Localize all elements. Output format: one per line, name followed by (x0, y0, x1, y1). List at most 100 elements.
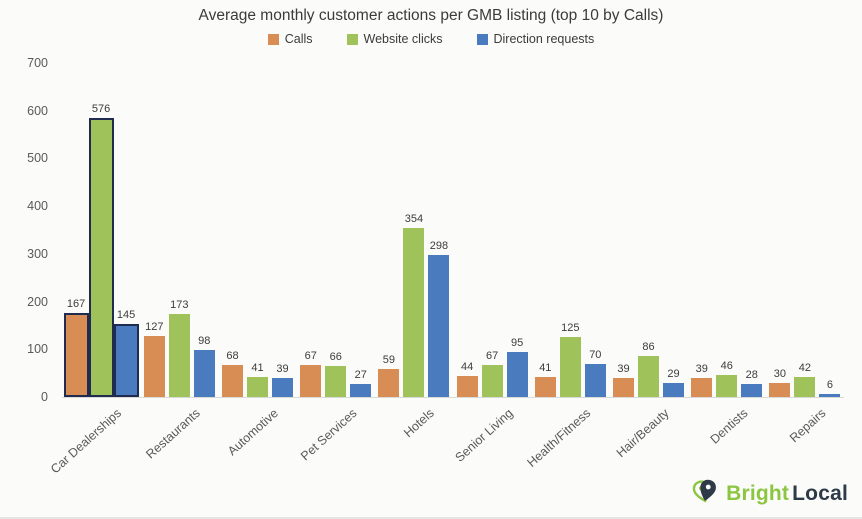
bar (350, 384, 372, 397)
bar (584, 363, 606, 397)
x-tick-label: Dentists (707, 406, 751, 447)
bar (143, 336, 165, 397)
bar-group: 68 41 39 (218, 63, 296, 397)
bar-wrap: 46 (716, 63, 738, 397)
bar-wrap: 59 (378, 63, 400, 397)
y-tick-label: 200 (27, 294, 48, 309)
bar-value-label: 46 (720, 360, 733, 373)
bar (456, 376, 478, 397)
bar-wrap: 173 (168, 63, 190, 397)
bar-wrap: 67 (481, 63, 503, 397)
bar-wrap: 167 (63, 63, 89, 397)
logo-text-bright: Bright (726, 481, 790, 505)
bar-value-label: 41 (251, 362, 264, 375)
legend-swatch-icon (267, 33, 279, 45)
bar-wrap: 95 (506, 63, 528, 397)
bar (638, 355, 660, 397)
x-cell: Senior Living (452, 398, 531, 483)
bar-value-label: 27 (354, 369, 367, 382)
bar-value-label: 145 (116, 308, 136, 321)
y-tick-label: 100 (27, 342, 48, 357)
x-axis-labels: Car Dealerships Restaurants Automotive Pet … (49, 398, 844, 483)
bar-wrap: 29 (663, 63, 685, 397)
bar-value-label: 39 (695, 363, 708, 376)
bar (193, 350, 215, 397)
bar (663, 383, 685, 397)
bar-wrap: 98 (193, 63, 215, 397)
bar (506, 351, 528, 397)
bar-group: 39 46 28 (688, 63, 766, 397)
y-tick-label: 300 (27, 246, 48, 261)
bar-value-label: 39 (276, 363, 289, 376)
bar-value-label: 95 (510, 336, 524, 349)
y-tick-label: 700 (27, 56, 48, 70)
bar (222, 364, 243, 397)
y-tick-label: 400 (27, 199, 48, 214)
bar (378, 368, 400, 397)
bar-value-label: 127 (145, 321, 164, 334)
x-tick-label: Automotive (225, 406, 281, 459)
bar (769, 382, 791, 397)
bar-wrap: 39 (613, 63, 635, 397)
bar-group: 127 173 98 (140, 63, 218, 397)
bar (63, 313, 89, 397)
bar (88, 118, 114, 397)
bar-wrap: 6 (819, 63, 841, 397)
bar (428, 254, 450, 397)
legend-swatch-icon (346, 33, 358, 45)
bar-value-label: 6 (826, 379, 833, 392)
bar (716, 375, 738, 397)
x-cell: Pet Services (297, 398, 375, 483)
bar-wrap: 66 (325, 63, 347, 397)
bar-value-label: 167 (66, 298, 86, 311)
bar-value-label: 41 (539, 362, 552, 375)
bar (168, 314, 190, 397)
legend-item: Direction requests (476, 32, 595, 46)
legend-swatch-icon (476, 33, 488, 45)
bar-value-label: 67 (304, 350, 317, 363)
bar (403, 228, 425, 397)
bar-wrap: 41 (534, 63, 556, 397)
x-tick-label: Health/Fitness (524, 406, 594, 470)
y-axis: 700 600 500 400 300 200 100 0 (0, 56, 48, 404)
bar-wrap: 67 (300, 63, 322, 397)
bar (325, 365, 347, 397)
x-tick-label: Hair/Beauty (613, 406, 672, 461)
y-tick-label: 500 (27, 151, 48, 166)
bar (613, 378, 635, 397)
legend-label: Website clicks (363, 32, 443, 46)
bar-wrap: 28 (741, 63, 763, 397)
bar-wrap: 30 (769, 63, 791, 397)
legend-label: Direction requests (493, 32, 595, 46)
bar-value-label: 29 (667, 368, 680, 381)
bar-value-label: 298 (429, 239, 449, 252)
x-cell: Automotive (218, 398, 296, 483)
bar-wrap: 70 (584, 63, 606, 397)
bar-group: 59 354 298 (375, 63, 453, 397)
bar-group: 167 576 145 (62, 63, 140, 397)
bar-wrap: 68 (222, 63, 243, 397)
bar-value-label: 67 (485, 350, 499, 363)
bar-value-label: 68 (226, 349, 239, 362)
x-cell: Restaurants (140, 398, 218, 483)
y-tick-label: 600 (27, 103, 48, 118)
bar (741, 383, 763, 397)
x-cell: Repairs (766, 398, 844, 483)
bar-value-label: 354 (404, 213, 424, 226)
map-pin-icon (692, 479, 717, 503)
y-tick-label: 0 (41, 390, 48, 404)
bar (300, 365, 322, 397)
bar-wrap: 127 (143, 63, 165, 397)
bar-group: 67 66 27 (297, 63, 375, 397)
bar (247, 377, 268, 397)
bar (819, 394, 841, 397)
x-cell: Health/Fitness (525, 398, 609, 483)
bar-wrap: 39 (691, 63, 713, 397)
bar (481, 365, 503, 397)
legend: Calls Website clicks Direction requests (0, 32, 862, 46)
bar (794, 376, 816, 397)
bar-wrap: 42 (794, 63, 816, 397)
bar-value-label: 576 (91, 103, 111, 116)
bar-wrap: 125 (559, 63, 581, 397)
